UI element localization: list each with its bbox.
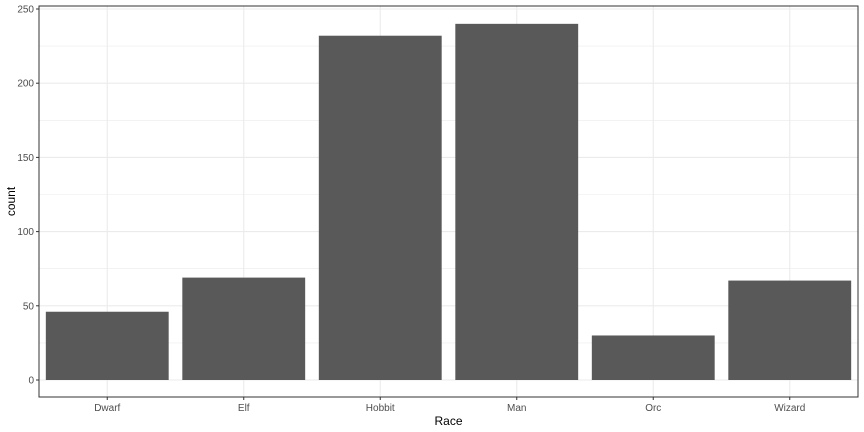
bar-wizard (728, 281, 851, 380)
x-tick-label: Dwarf (94, 403, 120, 414)
y-axis-title: count (4, 186, 18, 216)
y-tick-label: 200 (17, 79, 34, 90)
bar-hobbit (319, 36, 442, 380)
x-tick-label: Hobbit (366, 403, 395, 414)
y-tick-label: 250 (17, 5, 34, 16)
x-axis: Dwarf Elf Hobbit Man Orc Wizard (94, 397, 805, 414)
bar-orc (592, 335, 715, 380)
x-tick-label: Wizard (774, 403, 805, 414)
x-tick-label: Man (507, 403, 526, 414)
y-tick-label: 0 (28, 376, 34, 387)
x-tick-label: Orc (645, 403, 661, 414)
y-tick-label: 150 (17, 153, 34, 164)
y-tick-label: 100 (17, 227, 34, 238)
bar-man (455, 24, 578, 380)
y-tick-label: 50 (23, 301, 35, 312)
y-axis: 0 50 100 150 200 250 (17, 5, 39, 387)
bar-elf (182, 278, 305, 380)
x-axis-title: Race (434, 414, 462, 428)
bar-dwarf (46, 312, 169, 380)
bars (46, 24, 851, 380)
x-tick-label: Elf (238, 403, 250, 414)
